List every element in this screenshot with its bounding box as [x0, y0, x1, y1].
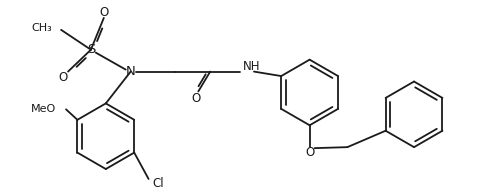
- Text: Cl: Cl: [152, 177, 164, 190]
- Text: O: O: [305, 146, 314, 159]
- Text: MeO: MeO: [31, 104, 56, 114]
- Text: S: S: [87, 43, 95, 56]
- Text: O: O: [192, 92, 201, 105]
- Text: O: O: [59, 71, 68, 84]
- Text: NH: NH: [243, 60, 260, 73]
- Text: O: O: [99, 6, 108, 19]
- Text: CH₃: CH₃: [32, 23, 52, 33]
- Text: N: N: [126, 65, 136, 78]
